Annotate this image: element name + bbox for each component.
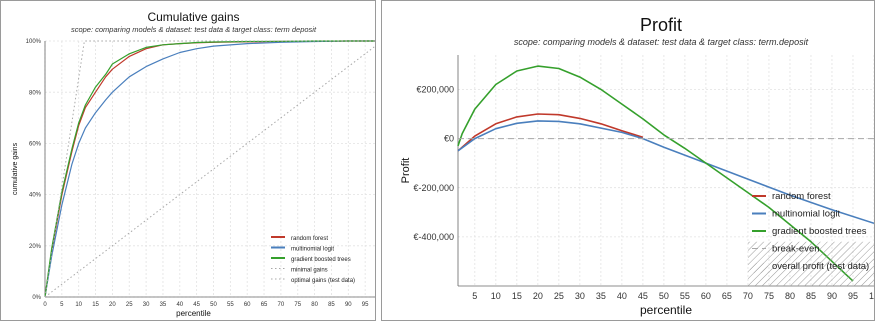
y-tick-label: €0 [444,134,454,144]
x-tick-label: 70 [743,291,753,301]
x-tick-label: 85 [806,291,816,301]
y-tick-label: €200,000 [416,85,454,95]
x-tick-label: 10 [869,291,874,301]
x-tick-label: 65 [261,302,268,308]
x-tick-label: 55 [227,302,234,308]
y-tick-label: 60% [29,142,42,148]
x-tick-label: 90 [345,302,352,308]
legend-label: multinomial logit [291,247,334,253]
legend-label: multinomial logit [772,209,840,220]
cumulative-gains-panel: Cumulative gains scope: comparing models … [0,0,388,321]
x-tick-label: 30 [143,302,150,308]
profit-chart: Profit scope: comparing models & dataset:… [400,15,875,317]
x-tick-label: 40 [617,291,627,301]
optimal-gains-test-data--line [44,40,382,298]
x-tick-label: 60 [701,291,711,301]
legend-label: gradient boosted trees [291,257,351,263]
legend-label: break-even [772,244,820,255]
x-tick-label: 80 [785,291,795,301]
legend-label: random forest [291,236,328,242]
x-tick-label: 95 [362,302,369,308]
chart-title: Profit [640,15,682,35]
legend-label: random forest [772,191,831,202]
chart-subtitle: scope: comparing models & dataset: test … [71,25,317,34]
x-tick-label: 10 [75,302,82,308]
y-tick-label: 20% [29,244,42,250]
x-tick-label: 25 [554,291,564,301]
minimal-gains-line [44,40,383,298]
x-tick-label: 80 [311,302,318,308]
x-tick-label: 20 [109,302,116,308]
legend-label: overall profit (test data) [772,261,869,272]
x-tick-label: 65 [722,291,732,301]
x-tick-label: 35 [596,291,606,301]
y-axis-title: cumulative gains [12,142,19,195]
x-tick-label: 15 [512,291,522,301]
y-tick-label: 80% [29,90,42,96]
y-tick-label: 40% [29,193,42,199]
x-tick-label: 0 [43,302,47,308]
x-tick-label: 50 [659,291,669,301]
legend-label: gradient boosted trees [772,226,867,237]
profit-panel: Profit scope: comparing models & dataset:… [381,0,875,321]
gradient-boosted-trees-line [44,40,382,298]
legend-label: minimal gains [291,268,328,274]
x-tick-label: 85 [328,302,335,308]
overall-profit-area [747,241,874,286]
x-tick-label: 5 [472,291,477,301]
x-tick-label: 25 [126,302,133,308]
x-axis-title: percentile [640,303,692,317]
y-tick-label: 100% [26,39,42,45]
x-tick-label: 50 [210,302,217,308]
x-tick-label: 90 [827,291,837,301]
y-tick-label: €-400,000 [413,232,454,242]
x-tick-label: 15 [92,302,99,308]
chart-subtitle: scope: comparing models & dataset: test … [514,37,809,47]
legend-swatch [750,263,768,273]
multinomial-logit-line [44,40,382,298]
x-tick-label: 75 [764,291,774,301]
chart-title: Cumulative gains [147,10,239,24]
x-tick-label: 60 [244,302,251,308]
x-tick-label: 35 [160,302,167,308]
x-tick-label: 10 [491,291,501,301]
legend-label: optimal gains (test data) [291,278,355,284]
y-tick-label: €-200,000 [413,183,454,193]
x-tick-label: 55 [680,291,690,301]
x-tick-label: 30 [575,291,585,301]
multinomial-logit-line [457,120,875,225]
gradient-boosted-trees-line [457,65,854,282]
y-axis-title: Profit [400,158,412,184]
x-tick-label: 45 [193,302,200,308]
x-tick-label: 5 [60,302,64,308]
x-axis-title: percentile [176,309,211,318]
x-tick-label: 95 [848,291,858,301]
random-forest-line [457,113,644,152]
x-tick-label: 40 [176,302,183,308]
x-tick-label: 75 [294,302,301,308]
x-tick-label: 20 [533,291,543,301]
y-tick-label: 0% [32,295,41,301]
x-tick-label: 70 [278,302,285,308]
x-tick-label: 45 [638,291,648,301]
